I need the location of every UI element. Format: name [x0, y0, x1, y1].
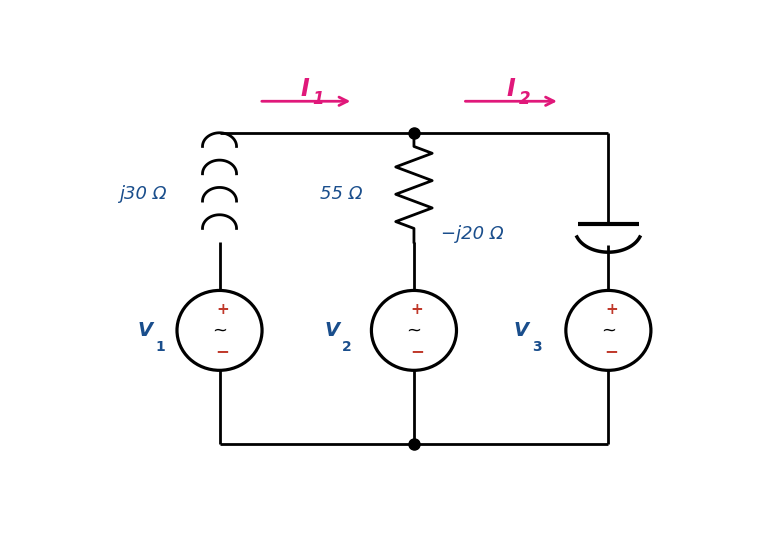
Text: 2: 2 — [343, 340, 352, 354]
Text: ~: ~ — [601, 322, 616, 340]
Text: −: − — [604, 342, 619, 360]
Text: 2: 2 — [519, 90, 530, 108]
Text: I: I — [506, 76, 516, 100]
Text: ~: ~ — [406, 322, 422, 340]
Text: V: V — [325, 321, 339, 340]
Text: 55 Ω: 55 Ω — [320, 185, 362, 203]
Text: 3: 3 — [532, 340, 542, 354]
Text: ~: ~ — [212, 322, 227, 340]
Text: +: + — [216, 302, 229, 317]
Text: 1: 1 — [155, 340, 165, 354]
Text: −: − — [216, 342, 230, 360]
Text: I: I — [300, 76, 309, 100]
Text: +: + — [605, 302, 618, 317]
Text: j30 Ω: j30 Ω — [119, 185, 167, 203]
Text: −j20 Ω: −j20 Ω — [441, 225, 504, 242]
Text: V: V — [514, 321, 529, 340]
Text: −: − — [410, 342, 424, 360]
Text: 1: 1 — [312, 90, 324, 108]
Text: V: V — [137, 321, 152, 340]
Text: +: + — [411, 302, 423, 317]
